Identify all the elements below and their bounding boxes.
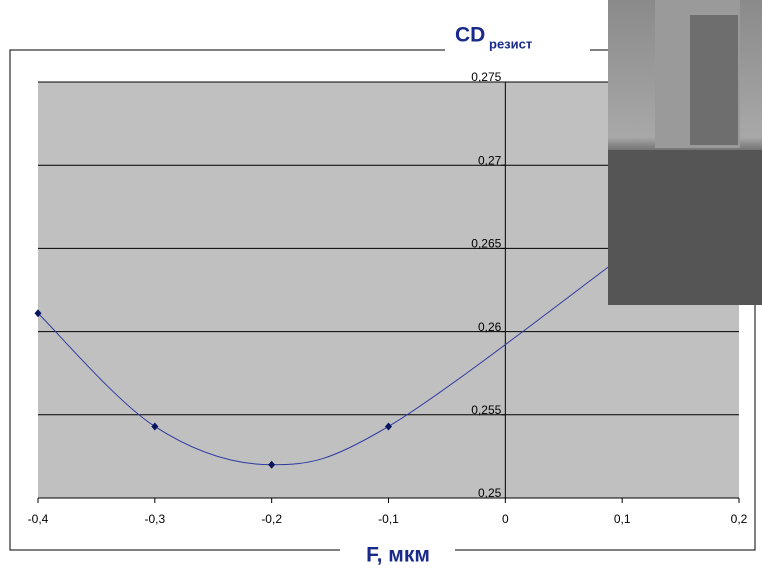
chart-title: CD: [455, 24, 485, 47]
series-line: [37, 256, 623, 466]
data-point: [385, 422, 392, 431]
data-point: [151, 422, 159, 431]
y-tick-label: 0,265: [471, 237, 501, 251]
y-tick-label: 0,27: [478, 153, 502, 167]
y-tick-label: 0,26: [478, 320, 502, 334]
grid: 0,25 0,255 0,26 0,265 0,27 0,275 -0,4 -0,3 -0,2 -…: [28, 70, 748, 526]
title-bg: [445, 20, 590, 70]
data-point: [34, 309, 42, 318]
x-axis-label: F, мкм: [366, 544, 430, 567]
x-tick-label: -0,2: [261, 512, 282, 526]
sem-image: [608, 0, 762, 305]
chart-title-subscript: резист: [489, 36, 532, 51]
x-tick-label: 0: [502, 512, 509, 526]
x-tick-label: -0,3: [144, 512, 165, 526]
x-label-bg: [340, 540, 455, 570]
x-tick-label: -0,4: [28, 512, 49, 526]
y-tick-label: 0,255: [471, 403, 501, 417]
x-tick-label: 0,1: [614, 512, 631, 526]
data-point: [268, 460, 276, 469]
y-tick-label: 0,275: [471, 70, 501, 84]
x-tick-label: -0,1: [378, 512, 399, 526]
y-tick-label: 0,25: [478, 486, 502, 500]
x-tick-label: 0,2: [731, 512, 748, 526]
